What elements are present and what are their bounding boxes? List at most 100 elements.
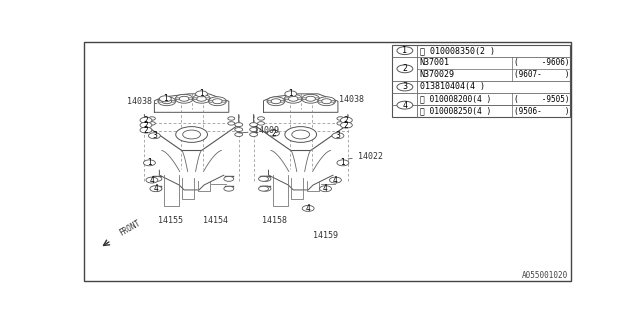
Circle shape	[222, 100, 226, 102]
Circle shape	[152, 186, 162, 191]
Text: 14038: 14038	[127, 97, 157, 106]
Circle shape	[257, 117, 264, 120]
Circle shape	[140, 117, 152, 123]
Circle shape	[189, 98, 193, 100]
Circle shape	[159, 96, 172, 102]
Circle shape	[250, 132, 257, 136]
Text: 14154: 14154	[202, 216, 227, 225]
Circle shape	[212, 99, 222, 104]
Circle shape	[152, 176, 162, 181]
Text: Ⓑ 010008200(4 ): Ⓑ 010008200(4 )	[420, 95, 491, 104]
Text: 1: 1	[403, 46, 408, 55]
Circle shape	[196, 96, 207, 101]
Text: 14159: 14159	[313, 231, 338, 240]
Text: 1: 1	[340, 158, 345, 167]
Circle shape	[331, 100, 335, 102]
Text: 1: 1	[289, 89, 293, 98]
Text: (     -9505): ( -9505)	[513, 95, 569, 104]
Circle shape	[235, 128, 243, 132]
Circle shape	[397, 101, 413, 109]
Text: 2: 2	[403, 64, 408, 73]
Circle shape	[158, 100, 163, 102]
Circle shape	[280, 100, 284, 102]
FancyBboxPatch shape	[84, 42, 571, 281]
Circle shape	[337, 160, 349, 166]
Circle shape	[330, 177, 341, 183]
Text: Ⓑ 010008250(4 ): Ⓑ 010008250(4 )	[420, 107, 491, 116]
Circle shape	[176, 98, 180, 100]
Text: 3: 3	[403, 83, 408, 92]
Text: N37001: N37001	[420, 58, 450, 67]
Circle shape	[292, 130, 310, 139]
Text: 2: 2	[344, 121, 349, 130]
Circle shape	[340, 122, 352, 128]
Circle shape	[148, 117, 156, 120]
Circle shape	[209, 97, 227, 106]
Text: 1: 1	[147, 158, 152, 167]
Text: 2: 2	[143, 116, 148, 125]
Circle shape	[337, 117, 344, 120]
Text: 2: 2	[143, 121, 148, 130]
Circle shape	[397, 65, 413, 73]
Circle shape	[340, 117, 352, 123]
Text: (     -9606): ( -9606)	[513, 58, 569, 67]
Circle shape	[306, 96, 316, 101]
Circle shape	[332, 133, 344, 139]
Circle shape	[271, 99, 281, 104]
Circle shape	[261, 176, 271, 181]
Circle shape	[158, 97, 176, 106]
Text: (9506-     ): (9506- )	[513, 107, 569, 116]
Text: 14009: 14009	[239, 126, 278, 135]
Text: (9607-     ): (9607- )	[513, 70, 569, 79]
Text: 2: 2	[143, 125, 148, 135]
Text: 4: 4	[150, 176, 154, 185]
Text: 3: 3	[152, 131, 157, 140]
Circle shape	[285, 127, 317, 142]
Circle shape	[143, 160, 156, 166]
Circle shape	[284, 94, 302, 103]
Circle shape	[179, 96, 189, 101]
Circle shape	[172, 100, 175, 102]
Circle shape	[206, 98, 210, 100]
Circle shape	[209, 100, 213, 102]
Text: 013810404(4 ): 013810404(4 )	[420, 83, 484, 92]
Circle shape	[148, 122, 156, 125]
Circle shape	[315, 98, 319, 100]
Circle shape	[302, 205, 314, 212]
Text: 2: 2	[344, 116, 349, 125]
Circle shape	[250, 128, 257, 132]
Circle shape	[301, 94, 319, 103]
Circle shape	[337, 122, 344, 125]
Circle shape	[196, 91, 207, 97]
Circle shape	[298, 98, 301, 100]
Circle shape	[268, 130, 280, 136]
Text: 1: 1	[199, 89, 204, 98]
Text: 4: 4	[323, 184, 328, 193]
Text: 1: 1	[163, 94, 168, 103]
Circle shape	[235, 123, 243, 127]
Circle shape	[224, 176, 234, 181]
Circle shape	[193, 98, 197, 100]
Circle shape	[228, 122, 235, 125]
Text: FRONT: FRONT	[117, 218, 141, 237]
Circle shape	[288, 96, 298, 101]
Circle shape	[285, 98, 289, 100]
Circle shape	[228, 117, 235, 120]
Circle shape	[267, 97, 285, 106]
Text: Ⓑ 010008350(2 ): Ⓑ 010008350(2 )	[420, 46, 495, 55]
Circle shape	[193, 94, 211, 103]
Circle shape	[176, 127, 207, 142]
Circle shape	[321, 99, 332, 104]
Circle shape	[397, 47, 413, 54]
Circle shape	[397, 83, 413, 91]
Text: 3: 3	[335, 131, 340, 140]
Circle shape	[182, 130, 200, 139]
Circle shape	[140, 122, 152, 128]
Circle shape	[257, 122, 264, 125]
Circle shape	[268, 100, 271, 102]
Circle shape	[317, 97, 335, 106]
FancyBboxPatch shape	[392, 44, 570, 117]
Circle shape	[259, 176, 269, 181]
Circle shape	[146, 177, 158, 183]
Text: 14158: 14158	[262, 216, 287, 225]
